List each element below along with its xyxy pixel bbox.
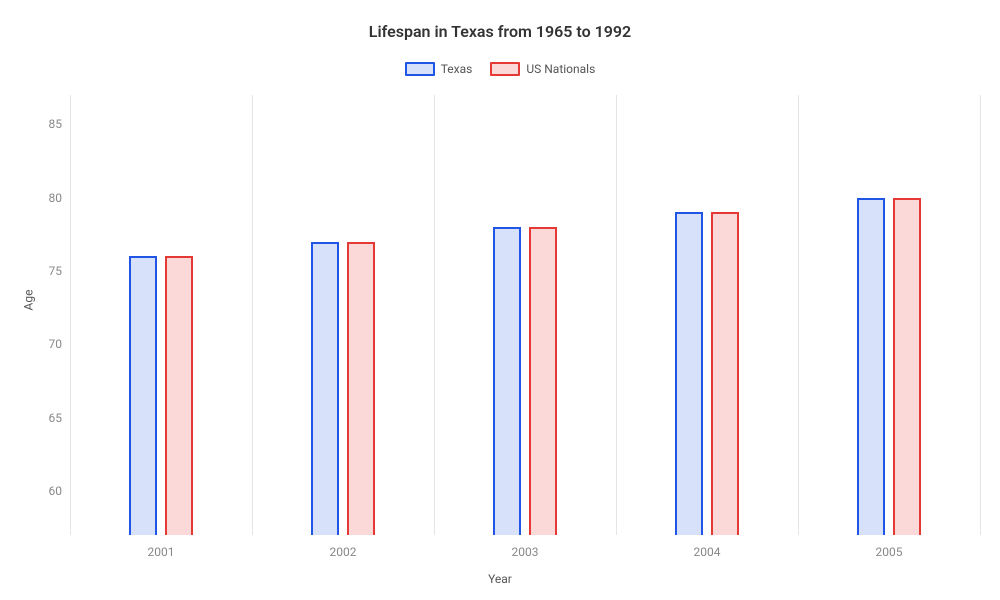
x-axis-label: Year [0, 572, 1000, 586]
bar [857, 198, 885, 535]
legend-item: US Nationals [490, 62, 595, 76]
grid-line-vertical [798, 95, 799, 535]
grid-line-vertical [616, 95, 617, 535]
bar [529, 227, 557, 535]
bar [711, 212, 739, 535]
chart-title: Lifespan in Texas from 1965 to 1992 [0, 22, 1000, 41]
plot-area: 60657075808520012002200320042005 [70, 95, 980, 535]
y-tick-label: 65 [49, 411, 63, 425]
y-tick-label: 60 [49, 484, 63, 498]
y-tick-label: 75 [49, 264, 63, 278]
x-tick-label: 2003 [512, 545, 539, 559]
bar [893, 198, 921, 535]
bar [347, 242, 375, 535]
x-tick-label: 2004 [694, 545, 721, 559]
legend-item: Texas [405, 62, 473, 76]
bar [165, 256, 193, 535]
bar [493, 227, 521, 535]
legend-label: US Nationals [526, 62, 595, 76]
y-tick-label: 70 [49, 337, 63, 351]
x-tick-label: 2005 [876, 545, 903, 559]
x-tick-label: 2001 [148, 545, 175, 559]
chart-container: Lifespan in Texas from 1965 to 1992 Texa… [0, 0, 1000, 600]
legend: Texas US Nationals [0, 62, 1000, 76]
y-tick-label: 80 [49, 191, 63, 205]
grid-line-vertical [980, 95, 981, 535]
grid-line-vertical [70, 95, 71, 535]
y-axis-label: Age [21, 290, 35, 311]
bar [675, 212, 703, 535]
y-tick-label: 85 [49, 117, 63, 131]
bar [311, 242, 339, 535]
x-tick-label: 2002 [330, 545, 357, 559]
legend-label: Texas [441, 62, 473, 76]
grid-line-vertical [252, 95, 253, 535]
grid-line-vertical [434, 95, 435, 535]
legend-swatch [490, 62, 520, 76]
bar [129, 256, 157, 535]
legend-swatch [405, 62, 435, 76]
